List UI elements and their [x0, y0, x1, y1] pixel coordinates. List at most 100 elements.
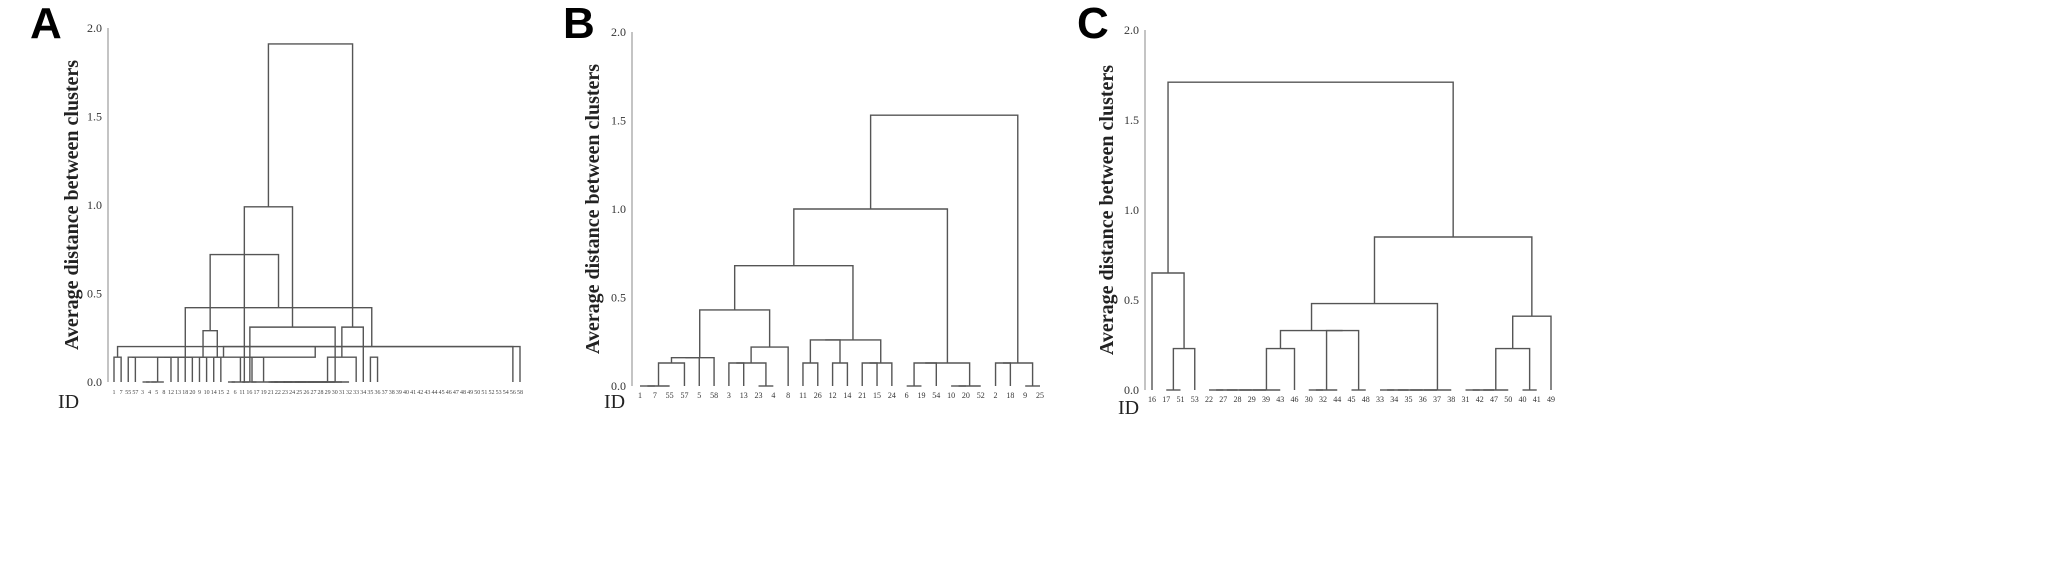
- panel-a-y-tick-label: 1.5: [87, 110, 102, 124]
- panel-a-dendrogram-link: [222, 345, 521, 382]
- panel-a-dendrogram-link: [326, 356, 357, 382]
- panel-a-leaf-label: 27: [310, 390, 316, 396]
- panel-a-dendrogram-link: [251, 357, 285, 383]
- panel-b-leaf-label: 19: [917, 391, 925, 400]
- panel-a-leaf-label: 11: [239, 390, 245, 396]
- panel-b-leaf-label: 25: [1036, 391, 1044, 400]
- panel-a-dendrogram-link: [127, 356, 137, 382]
- panel-b-dendrogram-link: [728, 362, 745, 386]
- panel-b-leaf-label: 52: [977, 391, 985, 400]
- panel-c-leaf-label: 43: [1276, 395, 1284, 404]
- panel-a-leaf-label: 58: [517, 390, 523, 396]
- panel-c-x-axis-label: ID: [1118, 397, 1139, 419]
- panel-c-dendrogram-link: [1151, 272, 1185, 390]
- panel-a-leaf-label: 52: [489, 390, 495, 396]
- panel-b-y-tick-label: 1.0: [611, 202, 626, 216]
- panel-c-y-tick-label: 2.0: [1124, 23, 1139, 37]
- panel-a-leaf-label: 47: [453, 390, 459, 396]
- panel-a-y-tick-label: 0.0: [87, 375, 102, 389]
- panel-a-leaf-label: 21: [268, 390, 274, 396]
- panel-b-dendrogram-link: [733, 264, 854, 340]
- panel-a-leaf-label: 24: [289, 390, 295, 396]
- panel-c-leaf-label: 35: [1405, 395, 1413, 404]
- panel-a-y-tick-label: 1.0: [87, 198, 102, 212]
- panel-b-leaf-label: 15: [873, 391, 881, 400]
- panel-b-leaf-label: 6: [905, 391, 909, 400]
- panel-b-dendrogram-link: [736, 362, 767, 386]
- panel-a-leaf-label: 1: [113, 390, 116, 396]
- panel-b-dendrogram-link: [750, 346, 789, 386]
- panel-a-leaf-label: 8: [162, 390, 165, 396]
- panel-c-leaf-label: 51: [1177, 395, 1185, 404]
- panel-a-leaf-label: 55: [125, 390, 131, 396]
- panel-b-leaf-label: 26: [814, 391, 822, 400]
- panel-c-leaf-label: 36: [1419, 395, 1427, 404]
- panel-b-leaf-label: 5: [697, 391, 701, 400]
- panel-a-leaf-label: 51: [481, 390, 487, 396]
- panel-a-leaf-label: 28: [318, 390, 324, 396]
- panel-a-leaf-label: 18: [182, 390, 188, 396]
- panel-c-dendrogram-link: [1495, 347, 1531, 390]
- panel-c-dendrogram-link: [1512, 315, 1552, 390]
- panel-c-leaf-label: 42: [1476, 395, 1484, 404]
- panel-b-leaf-label: 8: [786, 391, 790, 400]
- panel-b-dendrogram-link: [861, 362, 878, 386]
- panel-b-leaf-label: 13: [740, 391, 748, 400]
- panel-b-y-axis-label: Average distance between clusters: [582, 64, 604, 354]
- panel-a-leaf-label: 46: [446, 390, 452, 396]
- panel-a-dendrogram-link: [184, 306, 373, 358]
- panel-a-leaf-label: 54: [503, 390, 509, 396]
- panel-a-leaf-label: 38: [389, 390, 395, 396]
- panel-b-dendrogram-link: [869, 114, 1019, 363]
- panel-b-leaf-label: 21: [858, 391, 866, 400]
- panel-b-leaf-label: 20: [962, 391, 970, 400]
- panel-c-dendrogram-link: [1172, 347, 1196, 390]
- panel-c-y-tick-label: 1.5: [1124, 113, 1139, 127]
- panel-a-leaf-label: 15: [218, 390, 224, 396]
- panel-b-dendrogram-link: [831, 362, 849, 386]
- panel-a-dendrogram-link: [242, 254, 246, 383]
- panel-a-leaf-label: 48: [460, 390, 466, 396]
- panel-a-y-tick-label: 0.5: [87, 287, 102, 301]
- panel-a-leaf-label: 9: [198, 390, 201, 396]
- panel-b-dendrogram-link: [913, 362, 937, 386]
- panel-a-leaf-label: 44: [432, 390, 438, 396]
- panel-a-leaf-label: 6: [234, 390, 237, 396]
- panel-a-dendrogram-link: [213, 356, 222, 382]
- panel-a-leaf-label: 29: [325, 390, 331, 396]
- panel-c-leaf-label: 40: [1519, 395, 1527, 404]
- panel-b-dendrogram-link: [657, 362, 686, 386]
- panel-a-leaf-label: 20: [189, 390, 195, 396]
- panel-a-leaf-label: 7: [120, 390, 123, 396]
- panel-a-dendrogram-link: [178, 356, 194, 382]
- panel-b-leaf-label: 3: [727, 391, 731, 400]
- panel-b-dendrogram-link: [869, 362, 893, 386]
- panel-a-dendrogram-link: [243, 206, 294, 328]
- panel-a-letter: A: [30, 0, 62, 48]
- panel-a-leaf-label: 5: [155, 390, 158, 396]
- panel-a-leaf-label: 12: [168, 390, 174, 396]
- panel-b-x-axis-label: ID: [604, 391, 625, 413]
- panel-a-leaf-label: 10: [204, 390, 210, 396]
- panel-a-leaf-label: 34: [360, 390, 366, 396]
- panel-a-leaf-label: 45: [439, 390, 445, 396]
- panel-a-leaf-label: 41: [410, 390, 416, 396]
- panel-a-leaf-label: 42: [417, 390, 423, 396]
- panel-b-dendrogram-link: [925, 362, 971, 386]
- panel-a-y-axis-label: Average distance between clusters: [61, 60, 83, 350]
- panel-a-leaf-label: 36: [375, 390, 381, 396]
- panel-b-leaf-label: 4: [771, 391, 775, 400]
- panel-a-leaf-label: 3: [141, 390, 144, 396]
- panel-a-leaf-label: 49: [467, 390, 473, 396]
- panel-a-leaf-label: 39: [396, 390, 402, 396]
- panel-b-leaf-label: 14: [843, 391, 851, 400]
- panel-c-dendrogram-link: [1325, 329, 1360, 390]
- panel-b-leaf-label: 9: [1023, 391, 1027, 400]
- panel-a-leaf-label: 35: [367, 390, 373, 396]
- panel-a-leaf-label: 32: [346, 390, 352, 396]
- panel-b-leaf-label: 12: [829, 391, 837, 400]
- panel-c-y-tick-label: 0.5: [1124, 293, 1139, 307]
- panel-c-leaf-label: 31: [1462, 395, 1470, 404]
- panel-b-leaf-label: 58: [710, 391, 718, 400]
